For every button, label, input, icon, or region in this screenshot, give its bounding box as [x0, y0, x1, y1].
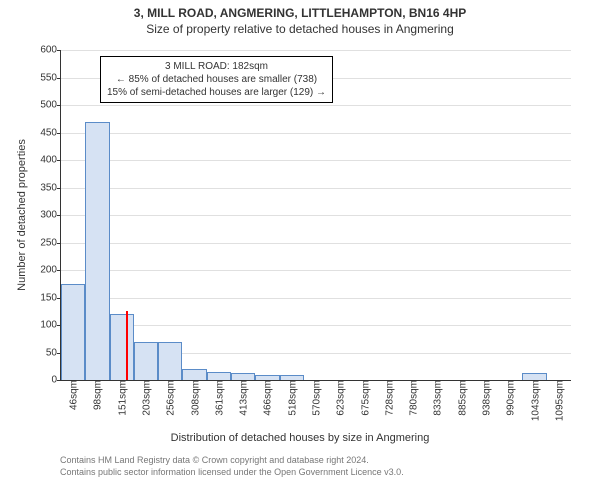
info-box-line1: 3 MILL ROAD: 182sqm [107, 60, 326, 73]
xtick-label: 780sqm [407, 380, 420, 416]
histogram-bar [134, 342, 158, 381]
xtick-label: 728sqm [382, 380, 395, 416]
gridline [61, 160, 571, 161]
y-axis-label: Number of detached properties [16, 139, 28, 291]
histogram-bar [158, 342, 182, 381]
histogram-bar [182, 369, 206, 380]
gridline [61, 188, 571, 189]
footer-attribution: Contains HM Land Registry data © Crown c… [60, 455, 404, 478]
histogram-bar [231, 373, 255, 380]
ytick-label: 150 [40, 292, 61, 303]
ytick-label: 250 [40, 237, 61, 248]
xtick-label: 413sqm [237, 380, 250, 416]
ytick-label: 500 [40, 100, 61, 111]
xtick-label: 466sqm [261, 380, 274, 416]
histogram-bar [522, 373, 546, 380]
histogram-bar [61, 284, 85, 380]
gridline [61, 105, 571, 106]
ytick-label: 400 [40, 155, 61, 166]
page-title-line1: 3, MILL ROAD, ANGMERING, LITTLEHAMPTON, … [0, 6, 600, 20]
property-marker-line [126, 311, 128, 380]
gridline [61, 133, 571, 134]
gridline [61, 298, 571, 299]
xtick-label: 98sqm [91, 380, 104, 410]
ytick-label: 550 [40, 72, 61, 83]
ytick-label: 450 [40, 127, 61, 138]
xtick-label: 675sqm [358, 380, 371, 416]
histogram-bar [85, 122, 109, 381]
xtick-label: 308sqm [188, 380, 201, 416]
ytick-label: 50 [46, 347, 61, 358]
xtick-label: 623sqm [334, 380, 347, 416]
histogram-bar [207, 372, 231, 380]
info-box-line2: ← 85% of detached houses are smaller (73… [107, 73, 326, 86]
xtick-label: 885sqm [455, 380, 468, 416]
xtick-label: 1095sqm [552, 380, 565, 421]
xtick-label: 151sqm [115, 380, 128, 416]
ytick-label: 100 [40, 320, 61, 331]
xtick-label: 361sqm [212, 380, 225, 416]
page-title-line2: Size of property relative to detached ho… [0, 22, 600, 36]
footer-line2: Contains public sector information licen… [60, 467, 404, 479]
ytick-label: 0 [51, 375, 61, 386]
xtick-label: 203sqm [140, 380, 153, 416]
xtick-label: 833sqm [431, 380, 444, 416]
ytick-label: 200 [40, 265, 61, 276]
histogram-bar [110, 314, 134, 380]
xtick-label: 990sqm [504, 380, 517, 416]
gridline [61, 270, 571, 271]
gridline [61, 215, 571, 216]
ytick-label: 300 [40, 210, 61, 221]
xtick-label: 570sqm [310, 380, 323, 416]
xtick-label: 518sqm [285, 380, 298, 416]
xtick-label: 46sqm [67, 380, 80, 410]
gridline [61, 50, 571, 51]
footer-line1: Contains HM Land Registry data © Crown c… [60, 455, 404, 467]
info-box: 3 MILL ROAD: 182sqm ← 85% of detached ho… [100, 56, 333, 103]
xtick-label: 256sqm [164, 380, 177, 416]
gridline [61, 243, 571, 244]
info-box-line3: 15% of semi-detached houses are larger (… [107, 86, 326, 99]
ytick-label: 600 [40, 45, 61, 56]
ytick-label: 350 [40, 182, 61, 193]
xtick-label: 1043sqm [528, 380, 541, 421]
gridline [61, 325, 571, 326]
x-axis-label: Distribution of detached houses by size … [0, 432, 600, 444]
xtick-label: 938sqm [480, 380, 493, 416]
